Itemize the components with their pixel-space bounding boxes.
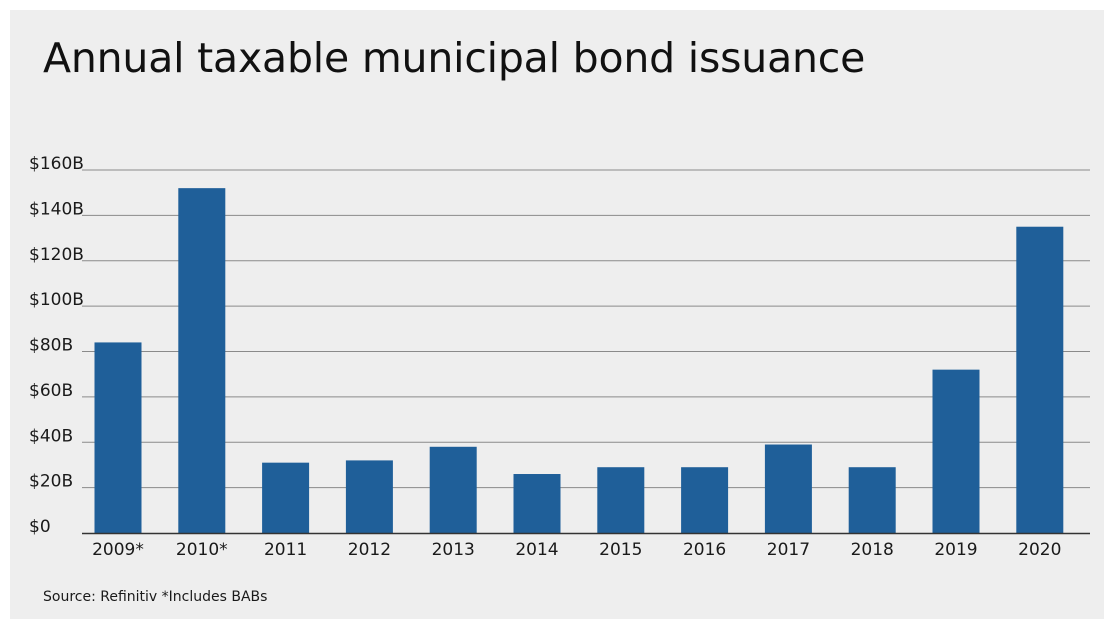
bar (681, 467, 729, 533)
bar (262, 462, 310, 533)
y-tick-label: $160B (29, 154, 84, 174)
bar (513, 474, 561, 533)
bar (429, 446, 477, 533)
x-tick-label: 2013 (432, 540, 475, 560)
bar (848, 467, 896, 533)
x-axis-tick-labels: 2009* 2010* 2011 2012 2013 2014 2015 2016 2017 20… (92, 540, 1061, 560)
x-tick-label: 2014 (515, 540, 558, 560)
x-tick-label: 2012 (348, 540, 391, 560)
bars (94, 188, 1064, 533)
bar-chart: $0 $20B $40B $60B $80B $100B $120B $140B $160B 2… (29, 154, 1090, 560)
x-tick-label: 2019 (934, 540, 977, 560)
chart-title: Annual taxable municipal bond issuance (43, 34, 866, 82)
x-tick-label: 2009* (92, 540, 144, 560)
x-tick-label: 2016 (683, 540, 726, 560)
bar (345, 460, 393, 533)
y-tick-label: $140B (29, 199, 84, 219)
y-tick-label: $120B (29, 245, 84, 265)
bar (764, 444, 812, 533)
chart-frame: Annual taxable municipal bond issuance $… (10, 10, 1104, 619)
x-tick-label: 2020 (1018, 540, 1061, 560)
bar (597, 467, 645, 533)
y-tick-label: $0 (29, 517, 51, 537)
x-tick-label: 2010* (176, 540, 228, 560)
y-axis-tick-labels: $0 $20B $40B $60B $80B $100B $120B $140B $160B (29, 154, 84, 537)
y-tick-label: $60B (29, 381, 73, 401)
y-tick-label: $80B (29, 336, 73, 356)
y-tick-label: $20B (29, 472, 73, 492)
x-tick-label: 2011 (264, 540, 307, 560)
x-tick-label: 2015 (599, 540, 642, 560)
bar (932, 369, 980, 533)
x-tick-label: 2017 (767, 540, 810, 560)
gridlines (82, 169, 1090, 489)
y-tick-label: $100B (29, 290, 84, 310)
bar (1016, 226, 1064, 533)
bar (94, 342, 142, 533)
y-tick-label: $40B (29, 426, 73, 446)
bar (178, 188, 226, 533)
source-note: Source: Refinitiv *Includes BABs (43, 589, 268, 605)
x-tick-label: 2018 (851, 540, 894, 560)
